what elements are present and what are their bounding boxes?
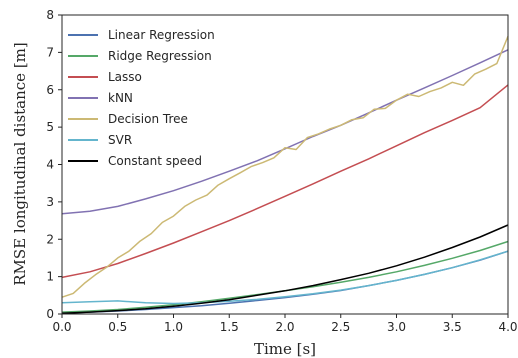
y-tick-label: 3 xyxy=(46,195,54,209)
y-tick-label: 0 xyxy=(46,307,54,321)
legend-label-constant-speed: Constant speed xyxy=(108,154,202,168)
x-tick-label: 1.0 xyxy=(164,320,183,334)
axis-ticks: 0.0 0.5 1.0 1.5 2.0 2.5 3.0 3.5 4.0 0 1 2 3 4 5 6 7 8 xyxy=(46,8,517,334)
series-line-lasso xyxy=(61,84,509,279)
x-tick-label: 2.5 xyxy=(331,320,350,334)
series-line-knn xyxy=(61,49,509,215)
legend-label-svr: SVR xyxy=(108,133,132,147)
series-line-svr xyxy=(61,250,509,305)
series-line-constant-speed xyxy=(61,224,509,315)
x-tick-label: 3.0 xyxy=(387,320,406,334)
y-tick-label: 1 xyxy=(46,270,54,284)
x-tick-label: 0.0 xyxy=(52,320,71,334)
x-tick-label: 3.5 xyxy=(443,320,462,334)
legend-label-ridge-regression: Ridge Regression xyxy=(108,49,212,63)
legend-label-decision-tree: Decision Tree xyxy=(108,112,188,126)
x-tick-label: 4.0 xyxy=(498,320,517,334)
x-tick-label: 0.5 xyxy=(108,320,127,334)
series-line-decision-tree xyxy=(61,36,509,298)
y-tick-label: 6 xyxy=(46,83,54,97)
y-tick-label: 5 xyxy=(46,120,54,134)
x-axis-title: Time [s] xyxy=(254,340,316,358)
legend-label-lasso: Lasso xyxy=(108,70,142,84)
legend: Linear Regression Ridge Regression Lasso kN… xyxy=(68,28,215,168)
y-tick-label: 8 xyxy=(46,8,54,22)
plot-frame xyxy=(61,14,509,315)
series-lines xyxy=(61,36,509,315)
y-axis-title: RMSE longitudinal distance [m] xyxy=(11,42,29,286)
legend-label-knn: kNN xyxy=(108,91,133,105)
y-tick-label: 7 xyxy=(46,45,54,59)
x-tick-label: 2.0 xyxy=(275,320,294,334)
x-tick-label: 1.5 xyxy=(220,320,239,334)
legend-label-linear-regression: Linear Regression xyxy=(108,28,215,42)
y-tick-label: 2 xyxy=(46,232,54,246)
y-tick-label: 4 xyxy=(46,158,54,172)
